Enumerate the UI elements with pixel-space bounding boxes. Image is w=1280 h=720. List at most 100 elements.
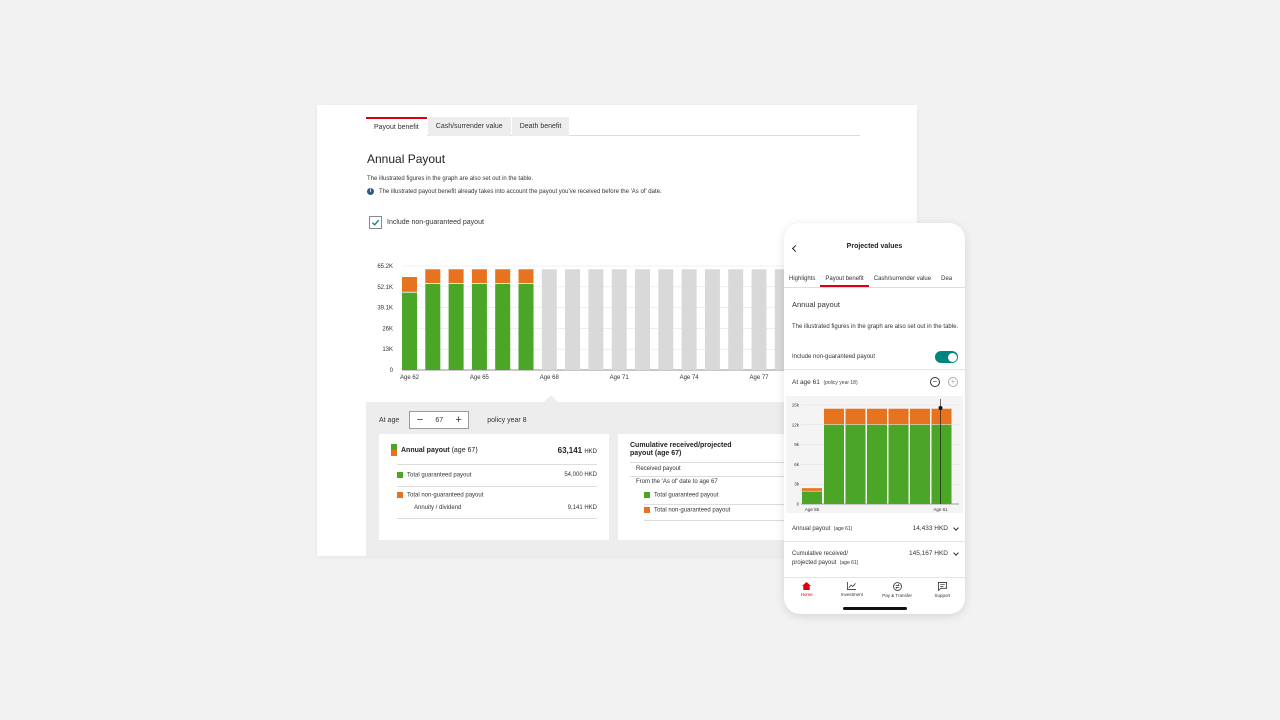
description-text: The illustrated figures in the graph are… (367, 176, 534, 182)
age-stepper[interactable]: − 67 + (409, 411, 470, 429)
nav-pay-transfer[interactable]: Pay & Transfer (875, 578, 920, 601)
x-tick-label: Age 61 (933, 507, 948, 512)
phone-tabs: Highlights Payout benefit Cash/surrender… (784, 270, 965, 288)
check-icon (371, 219, 380, 226)
bar-guaranteed (931, 424, 952, 504)
tab-highlights[interactable]: Highlights (789, 276, 816, 282)
nav-home-label: Home (800, 592, 813, 597)
bar-guaranteed (448, 283, 464, 370)
policy-year: policy year 8 (487, 416, 527, 424)
chevron-down-icon[interactable] (953, 525, 959, 531)
bar-non-guaranteed (910, 408, 930, 425)
chevron-down-icon[interactable] (953, 550, 959, 556)
nav-support[interactable]: Support (920, 578, 965, 601)
phone-cumulative-row[interactable]: Cumulative received/projected payout (ag… (792, 550, 959, 568)
home-indicator (843, 607, 907, 610)
bar-non-guaranteed (931, 408, 952, 425)
tab-death-benefit[interactable]: Death benefit (511, 117, 570, 136)
minus-circle-icon[interactable]: − (930, 377, 940, 387)
bar-non-guaranteed (802, 488, 822, 491)
cum-guaranteed-label: Total guaranteed payout (654, 492, 719, 499)
plus-icon[interactable]: + (455, 414, 462, 426)
checkbox-label: Include non-guaranteed payout (387, 219, 484, 226)
bar-projected (658, 269, 674, 370)
bar-guaranteed (802, 491, 822, 504)
chat-icon (937, 581, 947, 591)
annuity-label: Annuity / dividend (414, 505, 462, 511)
tab-cash-surrender-value[interactable]: Cash/surrender value (427, 117, 511, 136)
phone-section-title: Annual payout (792, 300, 840, 309)
bar-guaranteed (910, 424, 930, 504)
nav-home[interactable]: Home (784, 578, 829, 601)
plus-circle-icon[interactable]: + (948, 377, 958, 387)
non-guaranteed-toggle[interactable] (935, 351, 958, 363)
tab-cash-surrender-value[interactable]: Cash/surrender value (873, 276, 932, 282)
bar-projected (565, 269, 581, 370)
annual-payout-card: Annual payout (age 67) 63,141 HKD Total … (379, 434, 609, 540)
divider (397, 464, 597, 465)
page-title: Annual Payout (367, 152, 446, 166)
transfer-icon (892, 581, 902, 591)
at-age-label: At age (379, 416, 400, 424)
chart-icon (847, 582, 857, 590)
divider (644, 520, 917, 521)
phone-frame: Projected values Highlights Payout benef… (784, 223, 965, 614)
y-tick-label: 0 (390, 368, 394, 374)
chart-pointer (544, 395, 558, 402)
y-tick-label: 65.2K (377, 264, 393, 270)
age-selector-row: At age − 67 + policy year 8 (379, 411, 527, 429)
bar-guaranteed (471, 283, 487, 370)
phone-age-row: At age 61 (policy year 18) − + (792, 377, 958, 387)
y-tick-label: 12k (792, 422, 800, 427)
bar-non-guaranteed (471, 269, 487, 284)
bar-non-guaranteed (824, 408, 844, 425)
phone-annual-payout-row[interactable]: Annual payout (age 61) 14,433 HKD (792, 525, 959, 532)
bar-guaranteed (867, 424, 887, 504)
tab-payout-benefit[interactable]: Payout benefit (366, 117, 427, 136)
phone-cumulative-label2: projected payout (792, 560, 837, 566)
home-icon (802, 582, 812, 590)
non-guaranteed-checkbox[interactable] (369, 216, 382, 229)
x-tick-label: Age 71 (610, 375, 630, 381)
bar-guaranteed (402, 292, 417, 370)
divider (784, 541, 965, 542)
cum-guaranteed-row: Total guaranteed payout (644, 492, 718, 499)
phone-annual-age: (age 61) (833, 525, 853, 532)
phone-payout-chart: 15k 12k 9k 6k 3k 0 Age 55 Age 61 (792, 399, 959, 512)
annual-payout-header: Annual payout (age 67) 63,141 HKD (391, 444, 597, 456)
y-tick-label: 15k (792, 403, 800, 408)
nav-investment[interactable]: Investment (829, 578, 874, 601)
divider (784, 369, 965, 370)
orange-legend-icon (397, 492, 403, 498)
y-tick-label: 3k (794, 482, 800, 487)
bottom-nav: Home Investment Pay & Transfer Support (784, 577, 965, 601)
desktop-tabs: Payout benefit Cash/surrender value Deat… (366, 117, 860, 136)
tab-death-benefit[interactable]: Dea (941, 276, 953, 282)
divider (644, 504, 917, 505)
annual-payout-currency: HKD (584, 448, 597, 455)
bar-non-guaranteed (888, 408, 909, 425)
bar-non-guaranteed (845, 408, 866, 425)
bar-guaranteed (845, 424, 866, 504)
bar-projected (611, 269, 627, 370)
green-legend-icon (644, 492, 650, 498)
annuity-row: Annuity / dividend 9,141 HKD (414, 505, 597, 511)
non-guaranteed-checkbox-row[interactable]: Include non-guaranteed payout (369, 216, 484, 229)
x-tick-label: Age 55 (805, 507, 820, 512)
tab-payout-benefit[interactable]: Payout benefit (820, 270, 869, 287)
minus-icon[interactable]: − (416, 414, 424, 426)
info-note-text: The illustrated payout benefit already t… (379, 188, 662, 195)
phone-age-label: At age 61 (792, 378, 820, 386)
age-value[interactable]: 67 (435, 416, 444, 424)
bar-projected (751, 269, 767, 370)
orange-legend-icon (644, 507, 650, 513)
y-tick-label: 13K (382, 347, 393, 353)
y-tick-label: 0 (796, 502, 799, 507)
nav-pay-transfer-label: Pay & Transfer (882, 592, 912, 598)
bar-non-guaranteed (402, 277, 417, 292)
guaranteed-value: 54,000 HKD (564, 472, 597, 479)
y-tick-label: 9k (794, 442, 800, 447)
phone-cumulative-value: 145,167 HKD (908, 550, 948, 557)
phone-annual-value: 14,433 HKD (912, 525, 948, 532)
phone-description: The illustrated figures in the graph are… (792, 324, 959, 330)
